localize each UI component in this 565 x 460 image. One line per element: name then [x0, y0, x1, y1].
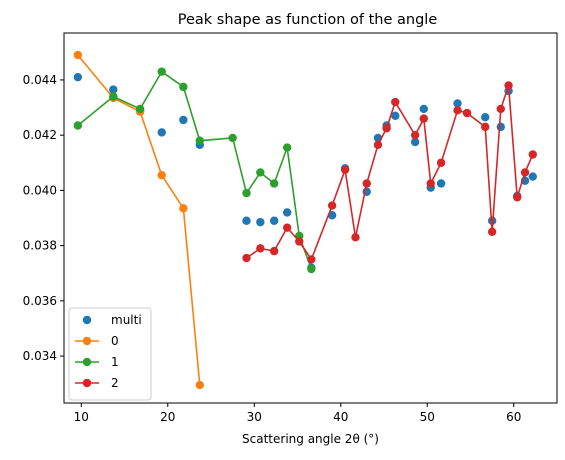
- series-0-point: [73, 50, 83, 60]
- series-2-point: [487, 227, 497, 237]
- series-1-point: [256, 168, 265, 177]
- y-tick-label: 0.034: [23, 349, 57, 363]
- series-multi-point: [481, 113, 490, 122]
- series-2-point: [373, 140, 383, 150]
- legend-label: multi: [111, 313, 142, 327]
- legend-marker: [82, 378, 92, 388]
- y-tick-label: 0.036: [23, 294, 57, 308]
- legend-box: [68, 307, 152, 401]
- series-multi-point: [453, 99, 462, 108]
- series-2-point: [426, 179, 435, 188]
- series-2-point: [481, 122, 490, 132]
- series-2-point: [391, 97, 400, 107]
- series-multi-point: [410, 137, 420, 147]
- series-1-point: [73, 121, 83, 130]
- series-2-point: [410, 130, 420, 140]
- series-multi-point: [391, 111, 400, 121]
- plot-area: [73, 50, 537, 390]
- legend-label: 2: [111, 376, 119, 390]
- series-1-point: [228, 133, 237, 143]
- series-multi-point: [419, 104, 429, 114]
- y-tick-label: 0.040: [23, 183, 57, 197]
- y-tick-label: 0.044: [23, 73, 57, 87]
- series-multi-point: [109, 85, 118, 94]
- series-multi-point: [282, 208, 292, 217]
- series-2-point: [327, 201, 337, 210]
- series-0-point: [195, 380, 204, 390]
- series-1-point: [242, 188, 251, 198]
- series-2-point: [528, 150, 537, 159]
- series-multi-point: [157, 128, 166, 137]
- series-0-point: [157, 171, 166, 180]
- series-2-point: [256, 244, 265, 253]
- series-2-point: [453, 106, 462, 115]
- series-1-point: [282, 143, 292, 152]
- series-2-point: [436, 158, 446, 167]
- legend-label: 1: [111, 355, 119, 369]
- y-tick-label: 0.042: [23, 128, 57, 142]
- series-2-point: [382, 124, 391, 133]
- series-2-point: [269, 246, 279, 256]
- x-tick-label: 20: [160, 410, 175, 424]
- series-multi-point: [179, 115, 188, 125]
- series-2-point: [295, 237, 304, 246]
- series-2-point: [513, 193, 522, 202]
- series-multi-point: [242, 216, 251, 225]
- series-2-point: [520, 168, 530, 177]
- series-multi-point: [269, 216, 279, 225]
- legend: multi 0 1 2: [68, 307, 152, 401]
- series-1-point: [157, 67, 166, 76]
- x-tick-label: 30: [247, 410, 262, 424]
- series-0-point: [179, 204, 188, 213]
- x-axis-label: Scattering angle 2θ (°): [242, 432, 379, 446]
- series-1-point: [269, 179, 279, 188]
- series-1-point: [109, 92, 118, 101]
- series-2-point: [362, 179, 371, 188]
- series-multi-point: [528, 172, 537, 181]
- series-2-point: [496, 104, 505, 114]
- series-2-point: [351, 233, 360, 242]
- series-2-point: [462, 108, 472, 118]
- y-tick-label: 0.038: [23, 239, 57, 253]
- series-multi-point: [496, 122, 505, 132]
- series-multi-point: [436, 179, 446, 188]
- series-2-point: [340, 165, 350, 174]
- series-1-point: [135, 104, 145, 114]
- chart-title: Peak shape as function of the angle: [178, 12, 438, 28]
- series-2-point: [242, 253, 251, 263]
- series-2-point: [282, 223, 292, 232]
- legend-marker: [82, 336, 92, 346]
- x-tick-label: 60: [506, 410, 521, 424]
- x-tick-label: 40: [333, 410, 348, 424]
- series-1-point: [307, 264, 316, 274]
- series-1-point: [195, 136, 204, 145]
- x-tick-label: 10: [74, 410, 89, 424]
- series-1-point: [179, 82, 188, 92]
- series-2-point: [419, 114, 429, 123]
- axes: 10 20 30 40 50 600.0340.0360.0380.0400.0420.0…: [23, 73, 522, 424]
- plot-frame: [63, 32, 558, 404]
- series-2-point: [504, 81, 513, 90]
- legend-marker: [82, 357, 92, 367]
- series-2-point: [307, 255, 316, 264]
- legend-label: 0: [111, 334, 119, 348]
- legend-marker: [82, 315, 92, 325]
- series-0-line: [77, 54, 201, 386]
- series-multi-point: [256, 217, 265, 227]
- x-tick-label: 50: [420, 410, 435, 424]
- series-multi-point: [73, 72, 83, 82]
